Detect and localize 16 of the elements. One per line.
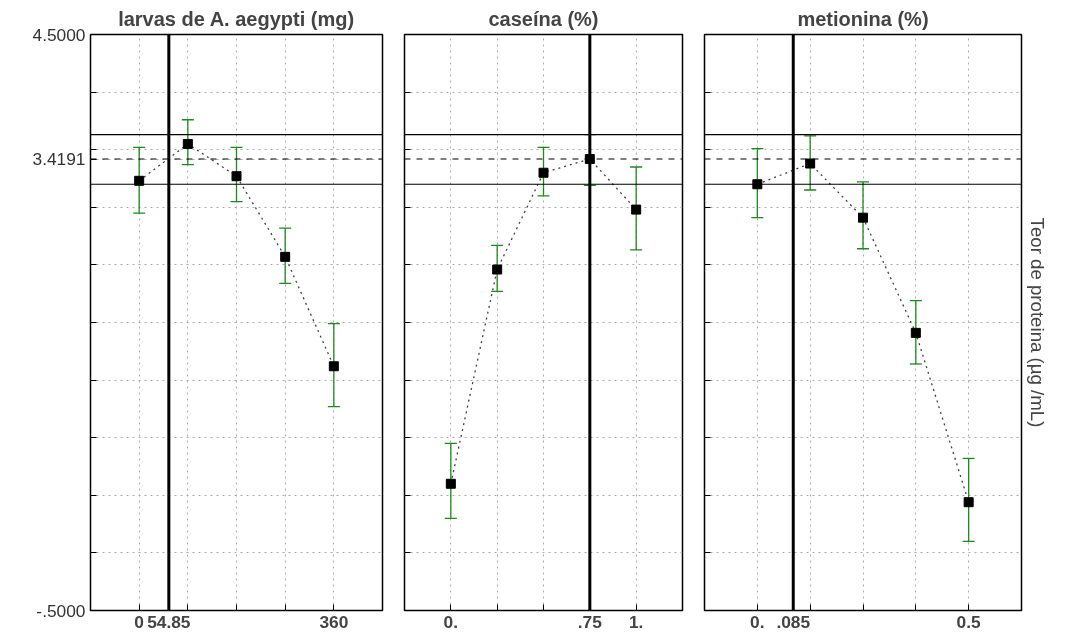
x-tick-label: 0. <box>750 611 765 632</box>
y-tick-label: 3.4191 <box>32 149 86 170</box>
x-tick-label: 54.85 <box>147 611 191 632</box>
x-tick-label: 0. <box>443 611 459 632</box>
chart-title: larvas de A. aegypti (mg) <box>118 7 355 30</box>
x-tick-label: .085 <box>776 611 811 632</box>
x-tick-label: 1. <box>628 611 644 632</box>
x-tick-label: .75 <box>577 611 603 632</box>
chart-title: metionina (%) <box>797 7 929 30</box>
x-tick-label: 0 <box>134 611 144 632</box>
chart-title: caseína (%) <box>488 7 599 30</box>
y-axis-title: Teor de proteina (µg /mL) <box>1026 217 1048 428</box>
x-tick-label: 0.5 <box>956 611 982 632</box>
y-tick-label: 4.5000 <box>32 24 86 45</box>
x-tick-label: 360 <box>319 611 349 632</box>
y-tick-label: -.5000 <box>36 600 86 621</box>
